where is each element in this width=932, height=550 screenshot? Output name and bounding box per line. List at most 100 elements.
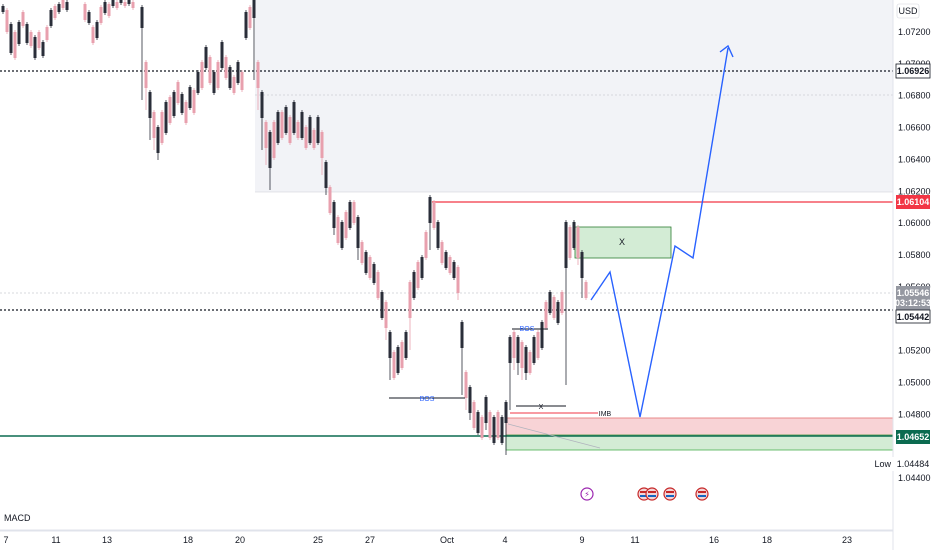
candle-bear: [248, 7, 252, 28]
candle-bear: [472, 402, 476, 428]
time-tick-label: 18: [762, 535, 772, 545]
imbalance-zone: [505, 417, 894, 436]
candle-bull: [9, 24, 13, 53]
candle-bull: [95, 22, 99, 38]
candle-bull: [388, 332, 392, 358]
candle-bear: [192, 90, 196, 113]
candle-bear: [320, 132, 324, 158]
candle-bear: [61, 0, 65, 8]
badge-level-mid[interactable]: [895, 309, 931, 324]
candle-bull: [292, 102, 296, 133]
badge-low[interactable]: [874, 457, 930, 471]
candle-bull: [196, 72, 200, 93]
candle-bear: [424, 232, 428, 258]
candle-bear: [480, 417, 484, 438]
candle-bear: [408, 282, 412, 318]
candle-bull: [508, 337, 512, 363]
x-small-label: X: [539, 404, 544, 411]
candle-bull: [25, 24, 29, 43]
candle-bull: [276, 112, 280, 143]
us-flag-icon[interactable]: [663, 487, 677, 501]
candle-bear: [264, 122, 268, 148]
candle-bull: [308, 117, 312, 143]
badge-level-high[interactable]: [895, 63, 931, 79]
price-tick-label: 1.06600: [898, 123, 931, 133]
time-tick-label: 9: [579, 535, 584, 545]
candle-bull: [436, 222, 440, 248]
candle-bear: [288, 117, 292, 143]
candlestick-series: [1, 0, 588, 455]
candle-bear: [512, 332, 516, 358]
us-flag-icon[interactable]: [645, 487, 659, 501]
candle-bull: [420, 257, 424, 278]
time-tick-label: Oct: [440, 535, 455, 545]
candle-bull: [564, 222, 568, 268]
candle-bull: [364, 252, 368, 273]
badge-current-price[interactable]: [896, 286, 930, 310]
currency-button[interactable]: [896, 3, 920, 19]
candle-bull: [548, 292, 552, 313]
badge-level-red[interactable]: [896, 195, 930, 209]
event-icons[interactable]: ⚡: [580, 487, 709, 501]
candle-bear: [91, 27, 95, 43]
candle-bear: [568, 227, 572, 258]
lightning-icon[interactable]: [580, 487, 594, 501]
candle-bull: [300, 112, 304, 138]
price-tick-label: 1.05000: [898, 377, 931, 387]
candle-bear: [352, 202, 356, 223]
candle-bear: [184, 102, 188, 123]
candle-bull: [140, 7, 144, 28]
candle-bull: [452, 262, 456, 278]
time-tick-label: 4: [502, 535, 507, 545]
candle-bull: [460, 322, 464, 348]
candle-bear: [45, 27, 49, 40]
candle-bull: [17, 22, 21, 44]
candle-bear: [496, 412, 500, 438]
us-flag-icon[interactable]: [695, 487, 709, 501]
badge-low-label: Low: [874, 459, 891, 469]
candle-bear: [240, 72, 244, 90]
candle-bull: [57, 4, 61, 12]
candle-bull: [87, 12, 91, 23]
price-tick-label: 1.06000: [898, 218, 931, 228]
projection-arrowhead: [719, 44, 734, 58]
time-tick-label: 13: [102, 535, 112, 545]
badge-level-green[interactable]: [896, 430, 930, 444]
candle-bull: [572, 222, 576, 248]
projection-path[interactable]: [590, 47, 729, 418]
candle-bear: [456, 267, 460, 293]
time-axis[interactable]: 7 11 13 18 20 25 27 Oct 4 9 11 16 18 23: [3, 535, 852, 545]
candle-bull: [484, 397, 488, 423]
price-tick-label: 1.04400: [898, 473, 931, 483]
candle-bull: [103, 2, 107, 13]
candle-bear: [536, 332, 540, 358]
candle-bear: [144, 62, 148, 88]
badge-level-mid-text: 1.05442: [897, 312, 930, 322]
badge-current-price-text: 1.05546: [897, 288, 930, 298]
diagonal-line: [507, 423, 601, 449]
candle-bull: [516, 337, 520, 363]
macd-label[interactable]: MACD: [4, 513, 31, 523]
time-tick-label: 7: [3, 535, 8, 545]
price-tick-label: 1.06400: [898, 154, 931, 164]
candle-bear: [256, 62, 260, 88]
candle-bull: [228, 67, 232, 88]
candle-bear: [123, 2, 127, 6]
candle-bull: [504, 402, 508, 423]
badge-level-red-text: 1.06104: [897, 197, 930, 207]
currency-label: USD: [898, 6, 918, 16]
candle-bear: [83, 4, 87, 20]
candle-bear: [432, 202, 436, 228]
candle-bull: [172, 92, 176, 116]
time-tick-label: 23: [842, 535, 852, 545]
candle-bear: [576, 227, 580, 258]
imb-label: IMB: [599, 411, 612, 418]
candle-bear: [392, 352, 396, 378]
candle-bull: [556, 302, 560, 323]
time-tick-label: 20: [235, 535, 245, 545]
candle-bull: [332, 202, 336, 228]
price-tick-label: 1.05200: [898, 346, 931, 356]
candle-bull: [220, 42, 224, 68]
candle-bull: [316, 117, 320, 143]
